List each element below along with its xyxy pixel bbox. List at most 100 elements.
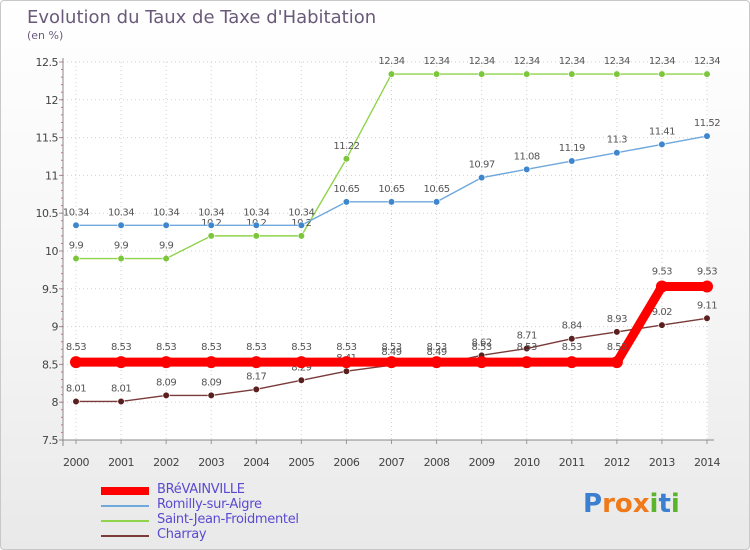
legend-swatch (101, 520, 149, 522)
data-label: 8.53 (426, 342, 446, 353)
data-point (297, 376, 305, 384)
x-tick-label: 2009 (469, 456, 495, 469)
data-label: 8.53 (246, 342, 266, 353)
data-point (252, 232, 260, 240)
data-point (387, 70, 396, 78)
data-point (568, 157, 576, 165)
data-point (701, 280, 713, 293)
x-tick-label: 2012 (604, 456, 630, 469)
x-tick-label: 2013 (649, 456, 675, 469)
logo-letter: t (658, 489, 671, 519)
data-point (297, 221, 305, 229)
data-label: 8.53 (291, 342, 311, 353)
data-point (250, 356, 263, 369)
data-label: 10.34 (243, 207, 269, 218)
data-point (342, 367, 351, 375)
data-label: 9.02 (652, 307, 672, 318)
y-tick-label: 8.5 (42, 358, 58, 371)
data-label: 8.53 (66, 342, 86, 353)
data-label: 8.53 (562, 342, 582, 353)
data-label: 8.53 (472, 342, 492, 353)
y-tick-label: 8 (52, 396, 59, 409)
data-label: 8.17 (246, 371, 266, 382)
data-label: 9.53 (652, 267, 672, 278)
data-point (520, 356, 533, 369)
data-label: 9.9 (69, 241, 84, 252)
data-point (117, 254, 125, 263)
data-label: 11.22 (333, 141, 359, 152)
data-label: 8.09 (201, 377, 221, 388)
data-point (387, 198, 396, 206)
data-label: 12.34 (424, 56, 450, 67)
y-tick-label: 7.5 (42, 434, 58, 447)
data-label: 10.34 (198, 207, 224, 218)
data-point (430, 356, 443, 369)
data-point (295, 356, 308, 369)
data-label: 8.71 (517, 331, 537, 342)
data-point (478, 174, 486, 182)
data-label: 11.41 (649, 126, 675, 137)
data-point (610, 356, 623, 369)
data-point (207, 391, 215, 399)
data-point (342, 155, 351, 163)
data-point (658, 70, 666, 78)
data-point (523, 344, 531, 353)
logo-letter: r (602, 489, 615, 519)
data-label: 8.01 (66, 383, 86, 394)
x-tick-label: 2010 (514, 456, 540, 469)
x-tick-label: 2001 (108, 456, 134, 469)
data-label: 8.53 (607, 342, 627, 353)
y-tick-label: 11.5 (36, 132, 59, 145)
proxiti-logo: Proxiti (583, 489, 680, 519)
data-point (613, 149, 621, 157)
data-point (613, 328, 621, 336)
x-tick-label: 2014 (694, 456, 720, 469)
x-tick-label: 2006 (333, 456, 359, 469)
data-point (160, 356, 173, 369)
data-point (568, 335, 576, 343)
data-label: 9.9 (114, 241, 129, 252)
logo-letter: i (649, 489, 659, 519)
data-label: 9.53 (697, 267, 717, 278)
data-point (342, 198, 351, 206)
data-label: 8.84 (562, 321, 582, 332)
data-label: 8.62 (472, 337, 492, 348)
data-point (385, 356, 398, 369)
data-point (117, 397, 125, 406)
data-point (297, 232, 305, 240)
y-tick-label: 9 (52, 321, 59, 334)
legend-label: Charray (157, 527, 207, 542)
legend-label: BRéVAINVILLE (157, 482, 245, 497)
x-tick-label: 2011 (559, 456, 585, 469)
data-label: 12.34 (604, 56, 630, 67)
data-point (703, 70, 711, 78)
data-point (568, 70, 576, 78)
data-point (523, 70, 531, 78)
data-point (523, 165, 531, 173)
data-label: 8.93 (607, 314, 627, 325)
data-label: 12.34 (514, 56, 540, 67)
data-point (72, 254, 80, 263)
data-label: 12.34 (469, 56, 495, 67)
data-label: 12.34 (378, 56, 404, 67)
x-tick-label: 2007 (379, 456, 405, 469)
x-tick-label: 2003 (198, 456, 224, 469)
data-point (432, 198, 441, 206)
logo-letter: i (670, 489, 680, 519)
y-tick-label: 10.5 (36, 207, 59, 220)
legend-label: Saint-Jean-Froidmentel (157, 512, 299, 527)
legend-label: Romilly-sur-Aigre (157, 497, 262, 512)
data-point (432, 70, 441, 78)
data-point (117, 221, 125, 229)
data-label: 9.11 (697, 300, 717, 311)
x-tick-label: 2004 (243, 456, 269, 469)
x-tick-label: 2005 (288, 456, 314, 469)
data-point (162, 391, 170, 399)
data-label: 10.65 (378, 184, 404, 195)
data-point (72, 221, 80, 229)
data-label: 11.52 (694, 118, 720, 129)
legend-swatch (101, 535, 149, 537)
data-label: 10.65 (424, 184, 450, 195)
x-tick-label: 2000 (63, 456, 89, 469)
